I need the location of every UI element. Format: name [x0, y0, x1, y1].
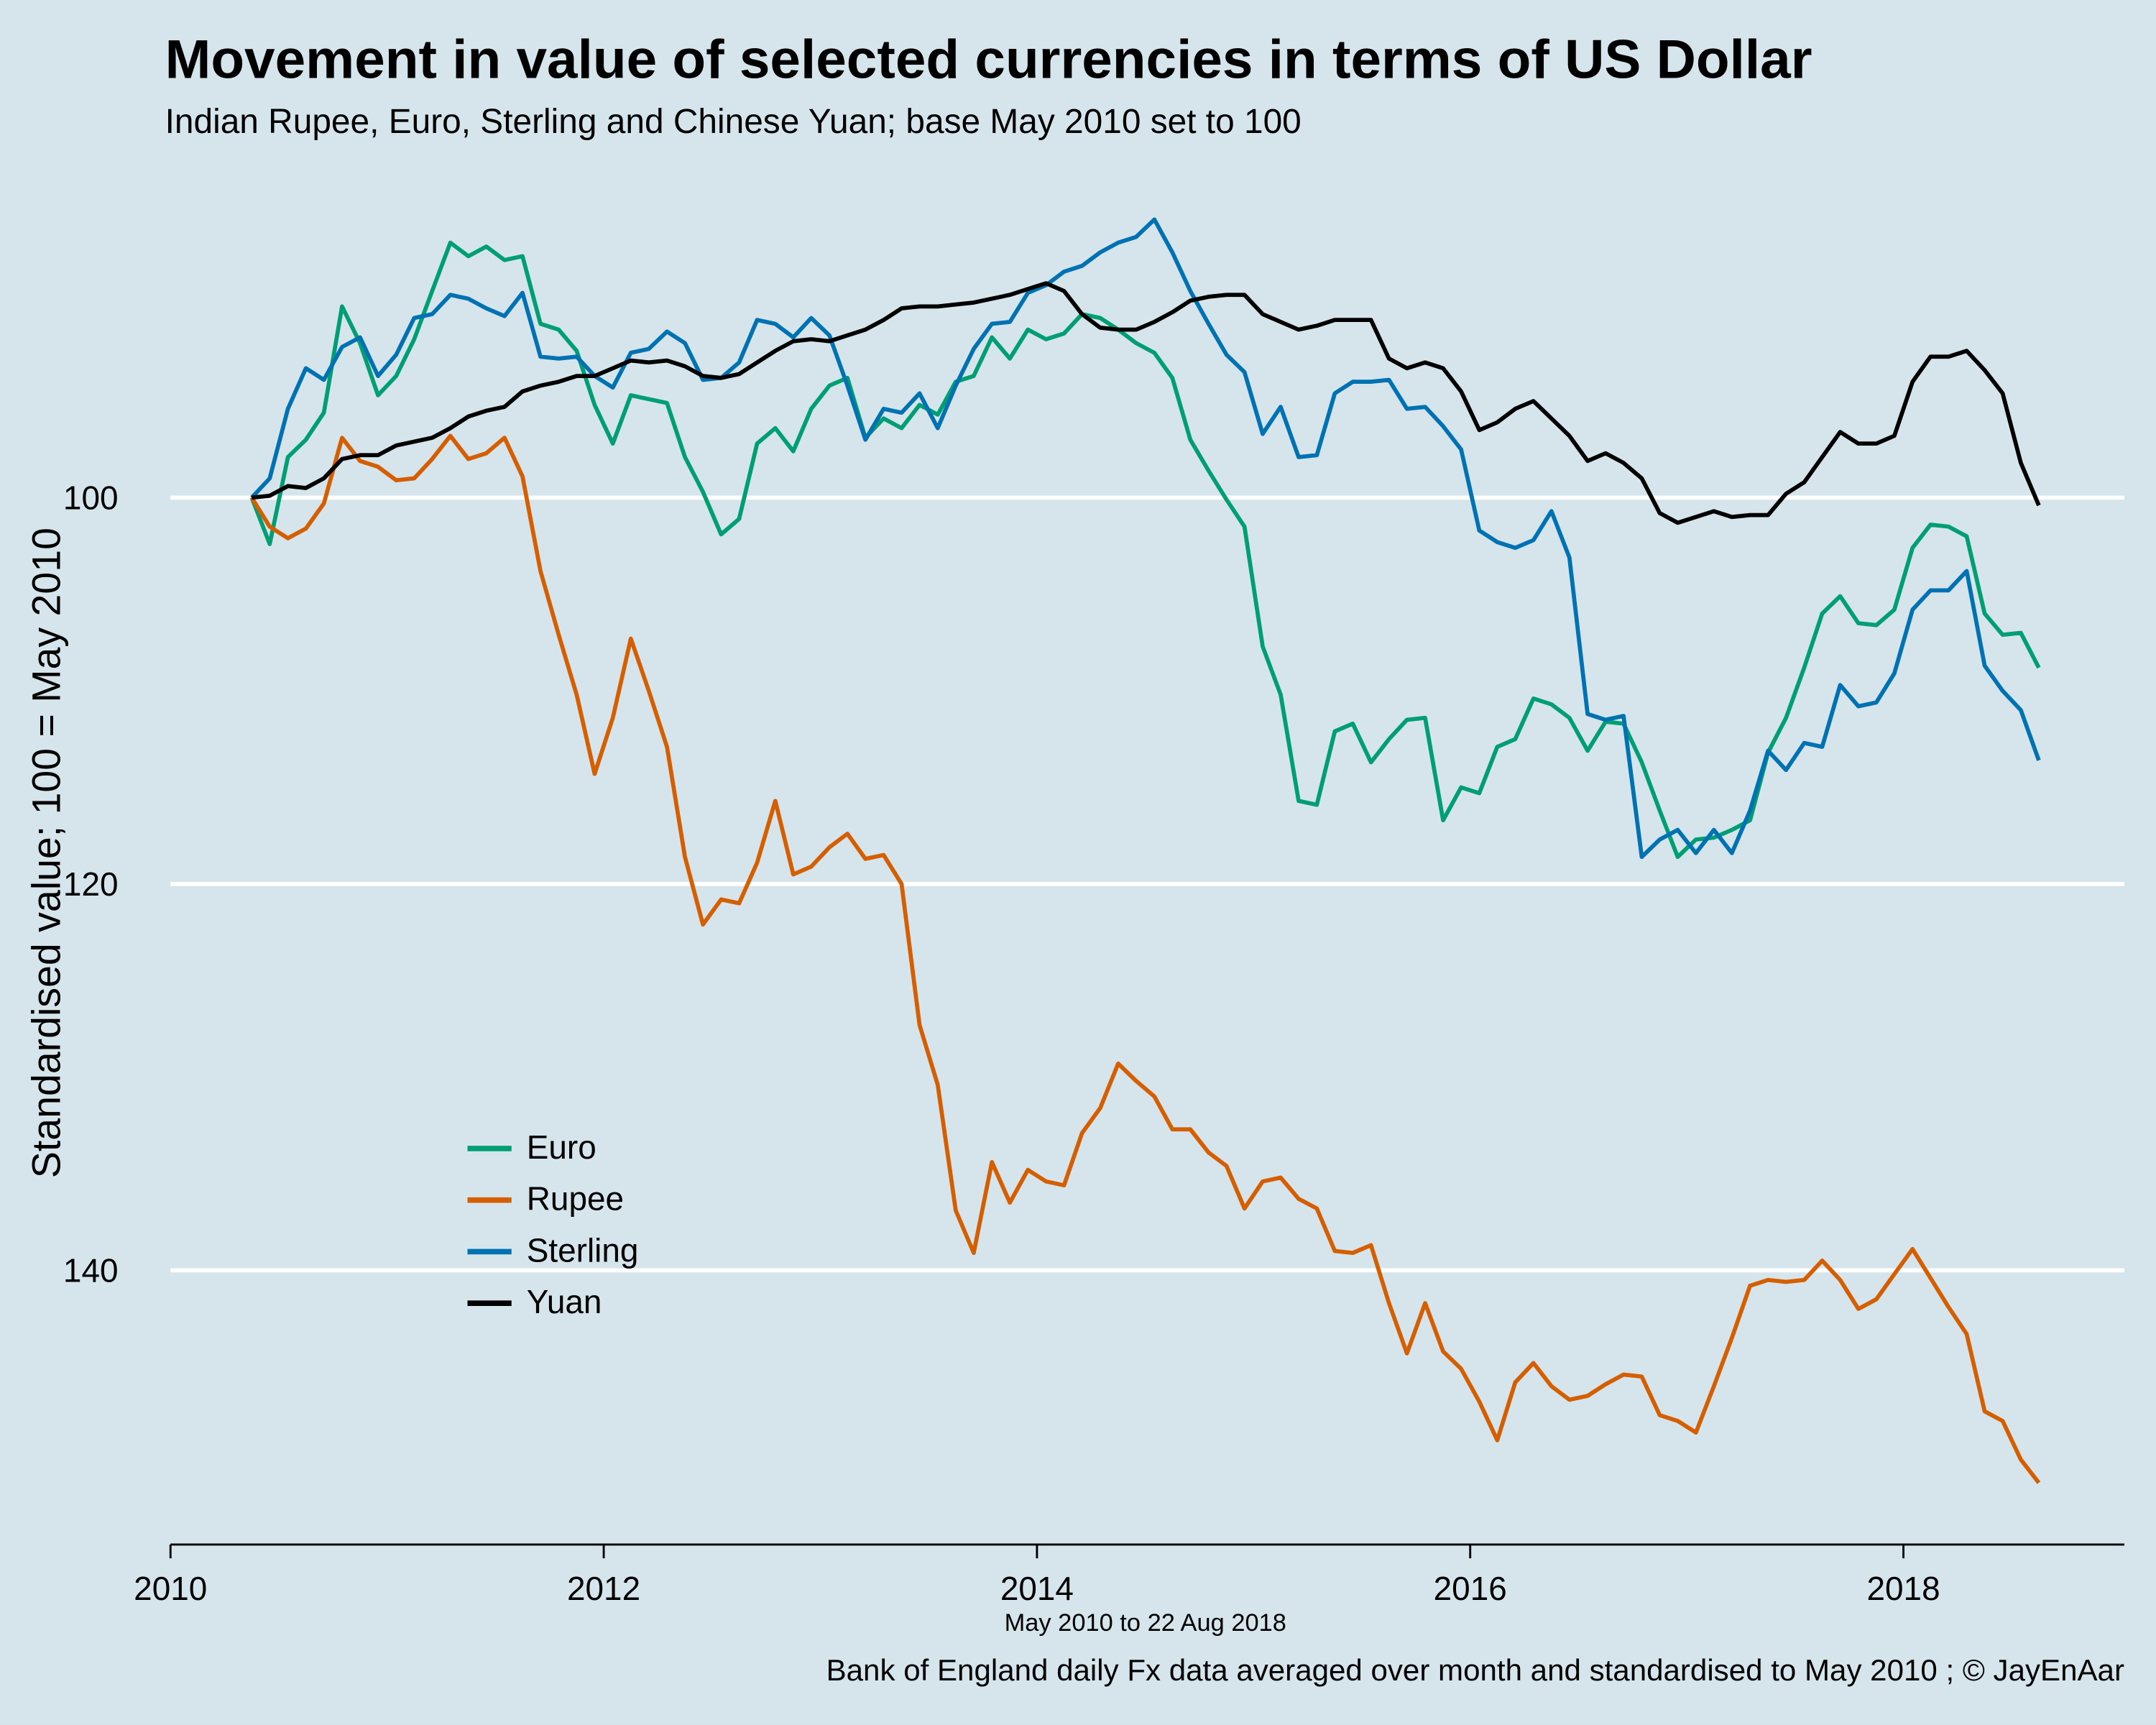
y-tick-label: 140 [63, 1251, 119, 1289]
series-line [250, 217, 2041, 860]
legend-label: Sterling [527, 1231, 639, 1269]
legend-label: Yuan [527, 1283, 602, 1320]
x-tick-label: 2014 [1000, 1570, 1074, 1607]
source-note: Bank of England daily Fx data averaged o… [826, 1653, 2124, 1687]
x-axis-title: May 2010 to 22 Aug 2018 [1005, 1609, 1286, 1637]
series-line [249, 240, 2041, 860]
legend-label: Euro [527, 1128, 596, 1166]
series-line [251, 281, 2041, 525]
chart-subtitle: Indian Rupee, Euro, Sterling and Chinese… [165, 103, 1302, 141]
y-tick-label: 120 [63, 865, 119, 903]
x-tick-label: 2016 [1434, 1570, 1507, 1607]
chart-title: Movement in value of selected currencies… [165, 29, 1812, 91]
legend-label: Rupee [527, 1180, 624, 1218]
series-line [249, 433, 2041, 1484]
y-tick-label: 100 [63, 479, 119, 516]
y-axis-title: Standardised value; 100 = May 2010 [24, 528, 69, 1178]
x-tick-label: 2012 [567, 1570, 640, 1607]
x-tick-label: 2010 [134, 1570, 207, 1607]
x-tick-label: 2018 [1866, 1570, 1940, 1607]
